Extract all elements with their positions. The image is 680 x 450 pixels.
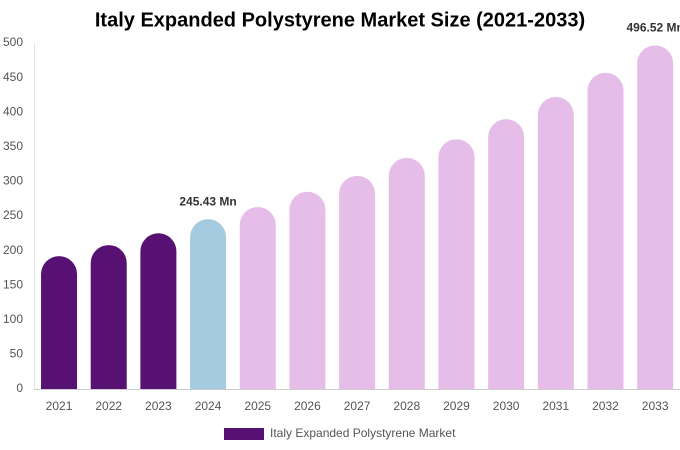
y-tick-label: 50	[10, 347, 24, 361]
legend-label: Italy Expanded Polystyrene Market	[270, 426, 456, 440]
bar	[239, 207, 276, 389]
x-tick-label: 2024	[195, 399, 222, 413]
x-tick-label: 2031	[542, 399, 569, 413]
y-tick-label: 350	[3, 139, 23, 153]
y-tick-label: 200	[3, 243, 23, 257]
legend-swatch	[224, 428, 264, 440]
x-tick-label: 2022	[95, 399, 122, 413]
y-tick-label: 450	[3, 70, 23, 84]
y-tick-label: 150	[3, 277, 23, 291]
x-tick-label: 2025	[244, 399, 271, 413]
value-label: 496.52 Mn	[626, 21, 680, 35]
y-tick-label: 400	[3, 104, 23, 118]
bar	[388, 157, 425, 389]
x-tick-label: 2029	[443, 399, 470, 413]
bar	[41, 256, 78, 389]
x-tick-label: 2023	[145, 399, 172, 413]
x-tick-label: 2033	[642, 399, 669, 413]
bar	[587, 72, 624, 390]
y-tick-label: 250	[3, 208, 23, 222]
bar	[339, 175, 376, 389]
x-tick-label: 2026	[294, 399, 321, 413]
bar	[90, 245, 127, 389]
bar	[438, 139, 475, 389]
y-tick-label: 500	[3, 35, 23, 49]
bar	[488, 119, 525, 389]
bar	[190, 219, 227, 389]
x-tick-label: 2032	[592, 399, 619, 413]
value-label: 245.43 Mn	[179, 194, 236, 208]
y-tick-label: 0	[16, 381, 23, 395]
y-tick-label: 100	[3, 312, 23, 326]
bar	[537, 96, 574, 389]
x-tick-label: 2027	[344, 399, 371, 413]
y-tick-label: 300	[3, 174, 23, 188]
x-tick-label: 2028	[393, 399, 420, 413]
chart-title: Italy Expanded Polystyrene Market Size (…	[95, 9, 585, 31]
bar	[637, 45, 674, 389]
bar	[289, 191, 326, 389]
x-tick-label: 2030	[493, 399, 520, 413]
bar	[140, 233, 177, 389]
x-tick-label: 2021	[46, 399, 73, 413]
